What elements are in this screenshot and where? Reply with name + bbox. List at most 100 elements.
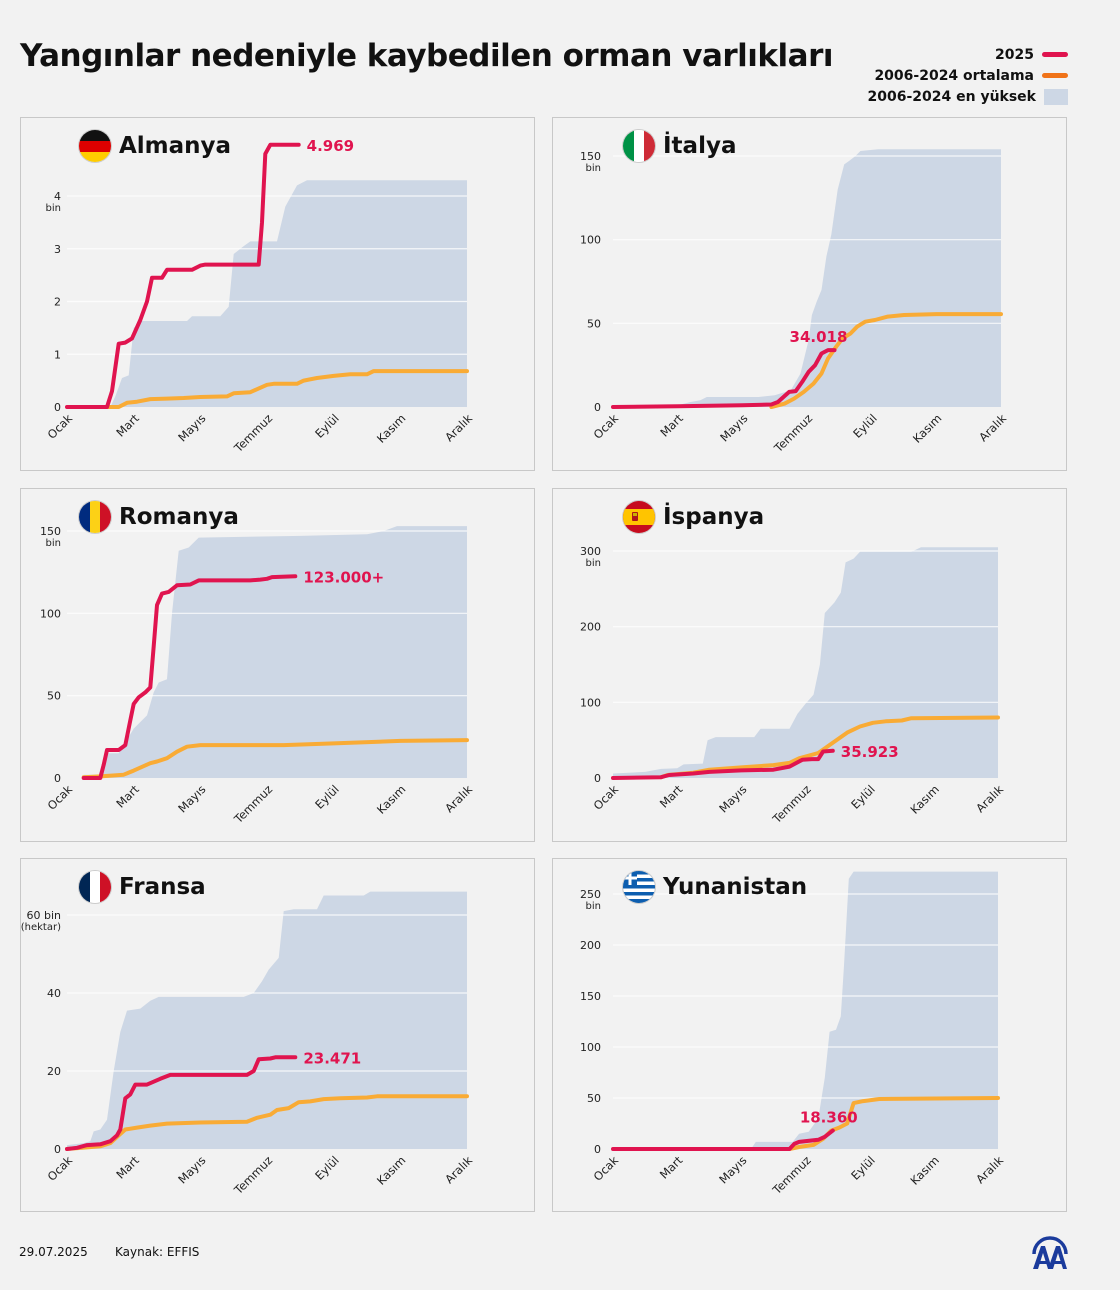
country-name: Yunanistan [663,874,808,900]
chart-panel-france: 0 20 40 60 bin (hektar) Ocak Mart Mayıs Temmuz Ey… [20,858,535,1212]
x-tick-label: Mart [657,1153,686,1182]
x-tick-label: Aralık [976,411,1009,444]
x-tick-label: Ocak [45,1153,76,1184]
x-tick-label: Temmuz [231,411,275,455]
y-tick-label: 150 [580,150,601,163]
chart-panel-italy: 0 50 100 150 bin Ocak Mart Mayıs Temmuz Eylül Kası… [552,117,1067,471]
greece-flag-icon [623,871,655,903]
x-tick-label: Aralık [442,411,475,444]
x-tick-label: Aralık [973,1153,1006,1186]
chart-panel-germany: 0 1 2 3 4 bin Ocak Mart Mayıs Temmuz Eylül Kasım Ara… [20,117,535,471]
chart-panel-spain: 0 100 200 300 bin Ocak Mart Mayıs Temmuz Eylül Kas… [552,488,1067,842]
end-value-label: 35.923 [841,743,899,761]
y-tick-label: 0 [594,401,601,414]
max-area [67,891,467,1149]
y-tick-unit: bin [586,558,601,569]
chart-panel-greece: 0 50 100 150 200 250 bin Ocak Mart Mayıs Temmuz Eyl… [552,858,1067,1212]
y-tick-label: 100 [580,234,601,247]
y-tick-label: 250 [580,888,601,901]
y-tick-label: 3 [54,243,61,256]
line-2025 [611,348,837,409]
x-tick-label: Mart [113,782,142,811]
x-tick-label: Eylül [848,782,878,812]
x-tick-label: Kasım [374,1153,408,1187]
legend: 2025 2006-2024 ortalama 2006-2024 en yük… [867,44,1068,107]
italy-flag-icon [623,130,655,162]
average-line [769,312,1003,409]
legend-label: 2006-2024 ortalama [874,67,1034,84]
x-tick-label: Mayıs [717,411,750,444]
legend-swatch-average [1042,73,1068,78]
y-tick-label: 0 [54,401,61,414]
y-tick-unit: bin [586,163,601,174]
y-tick-label: 1 [54,348,61,361]
x-tick-label: Ocak [45,411,76,442]
end-value-label: 34.018 [790,328,848,346]
line-2025 [611,1128,835,1151]
max-area [67,180,467,407]
y-tick-label: 200 [580,939,601,952]
x-tick-label: Eylül [850,411,880,441]
max-area [83,526,467,778]
chart-panel-romania: 0 50 100 150 bin Ocak Mart Mayıs Temmuz Eylül Kası… [20,488,535,842]
x-tick-label: Kasım [374,411,408,445]
x-tick-label: Mayıs [175,782,208,815]
legend-swatch-max [1044,88,1068,105]
x-tick-label: Mart [657,782,686,811]
x-tick-label: Eylül [312,411,342,441]
x-tick-label: Temmuz [231,782,275,826]
x-tick-label: Ocak [591,1153,622,1184]
legend-item-2025: 2025 [868,44,1068,65]
x-tick-label: Aralık [442,782,475,815]
x-tick-label: Eylül [312,782,342,812]
x-tick-label: Kasım [374,782,408,816]
y-tick-label: 300 [580,545,601,558]
page-title: Yangınlar nedeniyle kaybedilen orman var… [20,38,834,74]
line-2025 [65,1055,298,1151]
y-tick-label: 0 [594,1143,601,1156]
y-tick-label: 50 [587,1092,601,1105]
y-tick-label: 150 [40,525,61,538]
x-tick-label: Kasım [910,411,944,445]
average-line [105,369,469,409]
x-tick-label: Temmuz [231,1153,275,1197]
x-tick-label: Kasım [907,1153,941,1187]
y-tick-label: 200 [580,621,601,634]
legend-label: 2006-2024 en yüksek [867,88,1037,105]
end-value-label: 18.360 [800,1109,858,1127]
line-2025 [611,748,835,780]
x-tick-label: Mayıs [716,782,749,815]
y-tick-label: 100 [580,696,601,709]
france-flag-icon [79,871,111,903]
y-tick-unit: (hektar) [21,922,61,933]
x-tick-label: Mayıs [175,1153,208,1186]
legend-swatch-2025 [1042,52,1068,57]
end-value-label: 4.969 [307,137,354,155]
max-area [613,149,1001,408]
y-tick-label: 4 [54,190,61,203]
x-tick-label: Mart [657,411,686,440]
max-area [613,547,998,778]
germany-flag-icon [79,130,111,162]
x-tick-label: Eylül [312,1153,342,1183]
y-tick-label: 50 [47,690,61,703]
country-name: Fransa [119,874,206,900]
y-tick-label: 20 [47,1065,61,1078]
max-area [750,871,998,1149]
x-tick-label: Ocak [45,782,76,813]
average-line [787,1096,1000,1151]
y-tick-label: 0 [54,1143,61,1156]
x-tick-label: Mayıs [716,1153,749,1186]
y-tick-unit: bin [586,901,601,912]
x-tick-label: Mart [113,1153,142,1182]
x-tick-label: Mart [113,411,142,440]
y-tick-label: 150 [580,990,601,1003]
average-line [65,1094,469,1151]
romania-flag-icon [79,501,111,533]
x-tick-label: Temmuz [769,1153,813,1197]
